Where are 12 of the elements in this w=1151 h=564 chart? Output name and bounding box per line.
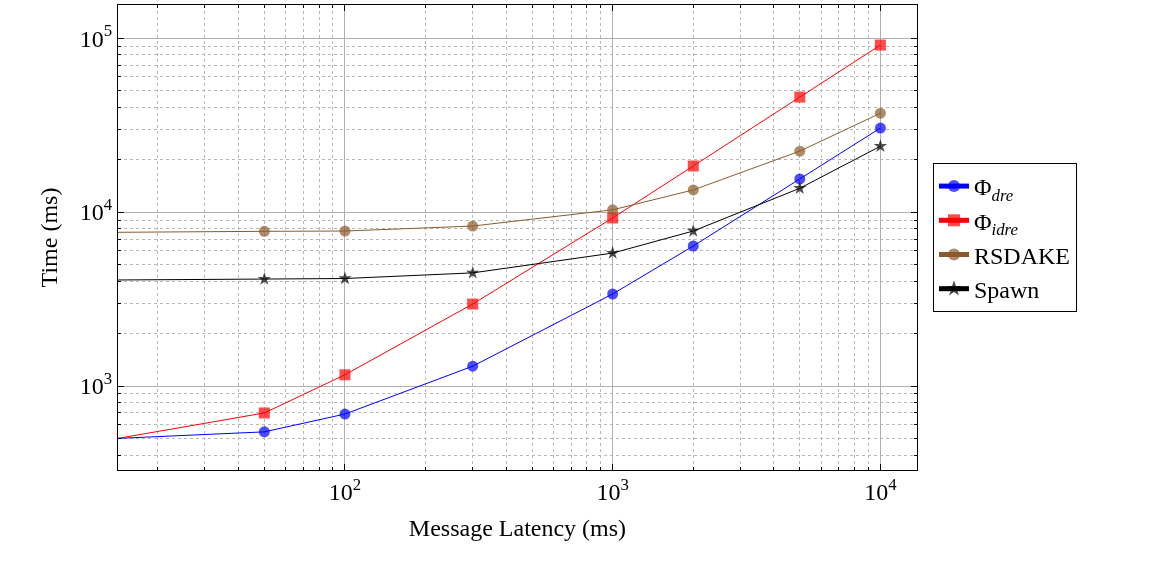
x-tick-label: 10$^{4}$ [864,474,898,505]
legend-label: Spawn [973,277,1040,304]
legend-label: RSDAKE [973,242,1070,269]
y-axis-title: Time (ms) [35,187,62,288]
x-axis-title: Message Latency (ms) [408,515,627,542]
y-tick-label: 10$^{4}$ [79,195,113,226]
x-tick-label: 10$^{3}$ [596,474,629,505]
legend-label: Φ$_{dre}$ [973,174,1014,205]
legend-label: Φ$_{idre}$ [973,208,1019,239]
y-tick-label: 10$^{5}$ [79,21,113,52]
x-tick-label: 10$^{2}$ [328,474,362,505]
y-tick-label: 10$^{3}$ [79,369,113,400]
